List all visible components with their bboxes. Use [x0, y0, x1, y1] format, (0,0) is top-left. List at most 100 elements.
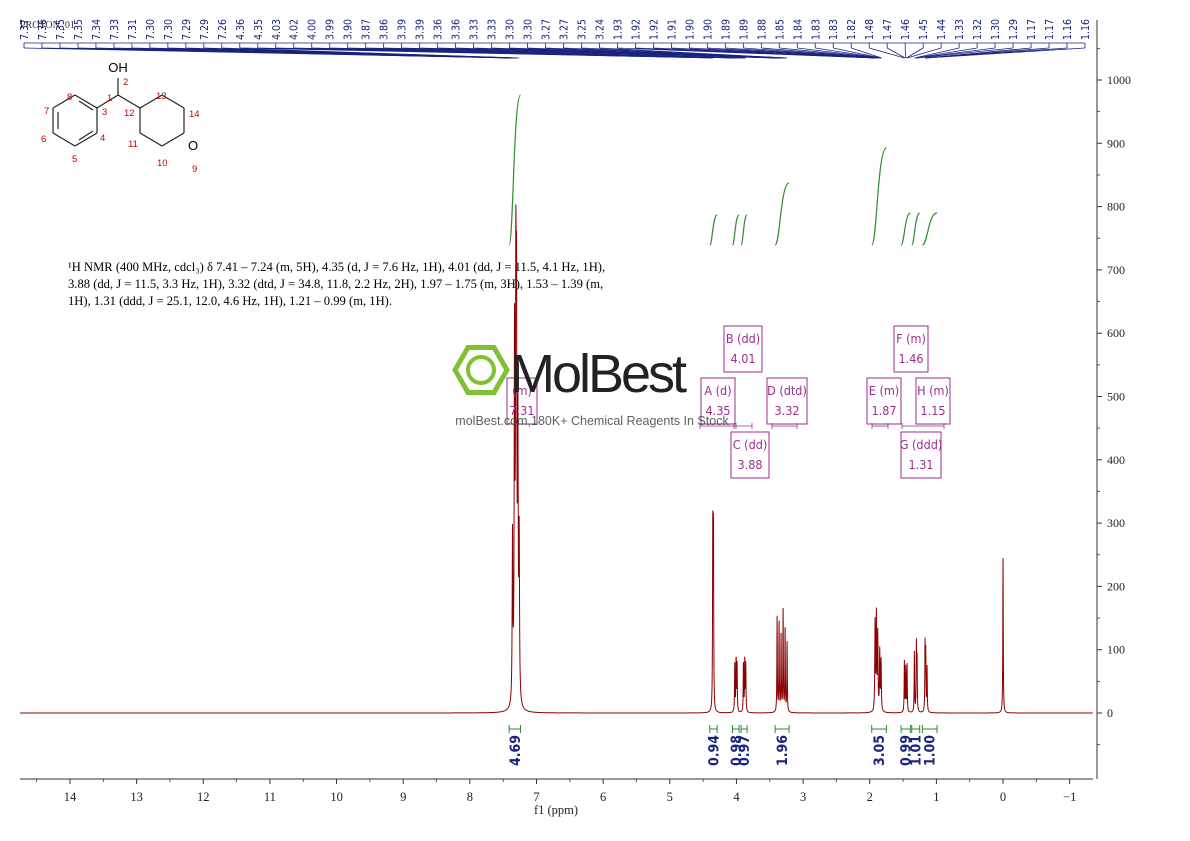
multiplet-shift: 1.87 [871, 403, 896, 418]
peak-label: 3.36 [433, 19, 445, 40]
atom-number: 8 [67, 92, 72, 103]
peak-label: 1.46 [900, 19, 912, 40]
peak-label: 3.33 [487, 19, 499, 40]
peak-connector [917, 47, 1014, 59]
peak-label: 1.85 [774, 19, 786, 40]
x-tick-label: 0 [1000, 790, 1006, 804]
x-axis-label: f1 (ppm) [534, 803, 578, 817]
x-tick-label: −1 [1063, 790, 1076, 804]
atom-number: 13 [156, 91, 167, 102]
peak-label: 3.99 [325, 19, 337, 40]
y-tick-label: 100 [1107, 643, 1125, 657]
bond [78, 130, 94, 141]
peak-label: 7.29 [199, 19, 211, 40]
bond [52, 132, 76, 147]
peak-label: 4.35 [253, 19, 265, 40]
y-tick-label: 200 [1107, 579, 1125, 593]
multiplet-label: H (m) [917, 383, 949, 398]
y-tick-label: 700 [1107, 263, 1125, 277]
integral-curve [774, 182, 790, 246]
peak-connector [904, 47, 907, 59]
peak-label: 3.90 [343, 19, 355, 40]
integral-value: 1.96 [775, 735, 791, 766]
integral-curve [740, 214, 748, 246]
peak-label: 1.92 [630, 19, 642, 40]
peak-label: 7.26 [217, 19, 229, 40]
integral-value: 0.99 [899, 735, 915, 766]
x-tick-label: 12 [197, 790, 210, 804]
axes: 14 13 12 11 10 9 8 7 6 5 4 3 2 1 0 −1f1 (ppm)0100200300… [20, 20, 1131, 817]
peak-connector [914, 47, 978, 59]
atom-number: 3 [102, 107, 107, 118]
multiplet-group: (m) 7.31 A (d) 4.35 B (dd) 4.01 C (dd) 3.88 D (d… [506, 325, 951, 479]
y-tick-label: 1000 [1107, 73, 1131, 87]
integral-value: 4.69 [508, 735, 524, 766]
atom-number: 5 [72, 154, 77, 165]
peak-label: 7.35 [55, 19, 67, 40]
integral-curve [921, 212, 938, 246]
peak-label: 7.37 [19, 19, 31, 40]
atom-number: 6 [41, 134, 46, 145]
peak-label: 1.91 [666, 19, 678, 40]
peak-label: 7.30 [145, 19, 157, 40]
spectrum-line [20, 204, 1093, 714]
peak-label: 1.89 [738, 19, 750, 40]
y-tick-label: 0 [1107, 706, 1113, 720]
oxygen-label: O [188, 138, 198, 153]
peak-connector [833, 47, 882, 59]
peak-label: 1.16 [1062, 19, 1074, 40]
x-tick-label: 9 [400, 790, 406, 804]
peak-label: 3.27 [558, 19, 570, 40]
peak-label: 3.24 [594, 19, 606, 40]
integral-value: 0.98 [729, 735, 745, 766]
peak-label: 1.90 [702, 19, 714, 40]
peak-connector [599, 47, 788, 59]
integral-value: 1.01 [909, 735, 925, 766]
peak-label: 7.31 [127, 19, 139, 40]
peak-connector [925, 47, 1086, 59]
peak-label: 4.36 [235, 19, 247, 40]
peak-label: 1.29 [1008, 19, 1020, 40]
multiplet-shift: 7.31 [509, 403, 534, 418]
peak-label: 3.36 [451, 19, 463, 40]
multiplet-box [900, 431, 942, 479]
integral-group: 4.69 0.94 0.980.97 1.96 3.05 0.991.011.00 [508, 94, 939, 766]
peak-label: 3.87 [361, 19, 373, 40]
peak-label: 1.45 [918, 19, 930, 40]
peak-label: 1.90 [684, 19, 696, 40]
bond [74, 94, 98, 109]
peak-label: 7.29 [181, 19, 193, 40]
peak-label: 1.82 [846, 19, 858, 40]
spectrum-trace [20, 204, 1093, 714]
integral-curve [508, 94, 522, 246]
x-tick-label: 11 [264, 790, 276, 804]
peak-connector [257, 47, 714, 59]
peak-label: 3.39 [397, 19, 409, 40]
x-tick-label: 5 [667, 790, 673, 804]
peak-label: 1.83 [810, 19, 822, 40]
peak-label: 1.44 [936, 19, 948, 40]
peak-connector [815, 47, 882, 59]
bond [161, 132, 185, 147]
atom-number: 7 [44, 106, 49, 117]
multiplet-label: C (dd) [733, 437, 768, 452]
bond [78, 100, 94, 111]
x-tick-label: 2 [867, 790, 873, 804]
peak-label: 1.93 [612, 19, 624, 40]
atom-number: 1 [107, 93, 112, 104]
peak-connector [886, 47, 906, 59]
peak-connector [906, 47, 942, 59]
bond [161, 94, 185, 109]
multiplet-shift: 1.46 [898, 351, 923, 366]
integral-curve [709, 214, 718, 246]
peak-label: 1.84 [792, 19, 804, 40]
multiplet-label: A (d) [704, 383, 731, 398]
peak-label: 3.33 [469, 19, 481, 40]
integral-value: 0.97 [737, 735, 753, 766]
peak-label: 3.30 [505, 19, 517, 40]
multiplet-shift: 1.31 [908, 457, 933, 472]
peak-label: 4.00 [307, 19, 319, 40]
y-tick-label: 900 [1107, 136, 1125, 150]
multiplet-shift: 1.15 [920, 403, 945, 418]
multiplet-box [723, 325, 763, 373]
